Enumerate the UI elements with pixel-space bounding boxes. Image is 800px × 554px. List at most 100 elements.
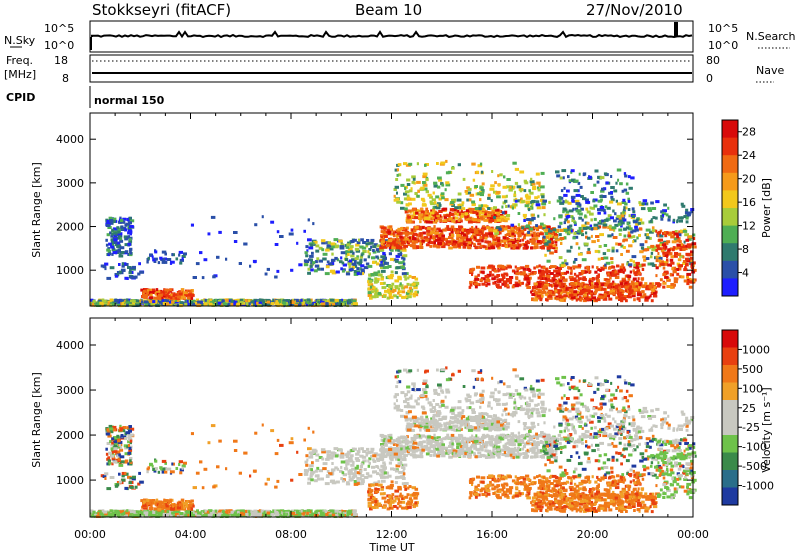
power-cell — [542, 266, 546, 270]
power-cell — [523, 243, 528, 247]
power-cell — [326, 241, 329, 245]
power-cell — [244, 299, 248, 302]
power-cell — [641, 277, 644, 281]
power-cell — [314, 264, 320, 268]
power-cell — [356, 255, 359, 259]
power-cell — [540, 193, 545, 197]
power-cell — [609, 276, 612, 280]
power-cell — [475, 225, 478, 229]
power-cell — [90, 298, 94, 302]
power-cell — [109, 266, 115, 270]
power-cell — [531, 200, 536, 203]
power-cell — [526, 193, 529, 197]
power-cell — [602, 252, 607, 256]
power-cell — [382, 230, 386, 234]
power-cell — [445, 181, 450, 185]
power-cell — [421, 236, 424, 240]
power-cell — [657, 252, 660, 255]
power-cell — [549, 227, 555, 231]
power-cell — [680, 248, 686, 251]
power-cell — [440, 237, 445, 240]
power-cell — [383, 261, 387, 265]
power-cell — [685, 259, 691, 263]
power-cell — [415, 281, 420, 285]
power-cell — [477, 216, 481, 220]
power-cell — [538, 264, 541, 268]
power-cell — [348, 300, 351, 304]
nsky-tick-bottom: 10^0 — [44, 39, 74, 52]
power-cell — [650, 299, 654, 303]
nsky-label: N.Sky — [4, 34, 36, 47]
freq-tick-top: 18 — [54, 54, 68, 67]
power-cell — [678, 264, 683, 268]
power-cell — [563, 221, 566, 225]
power-cell — [492, 211, 495, 215]
power-cell — [505, 226, 511, 230]
power-cell — [104, 262, 109, 266]
power-cell — [674, 252, 678, 255]
power-cell — [611, 233, 614, 237]
power-cell — [678, 275, 682, 279]
power-cell — [487, 207, 491, 210]
power-cell — [414, 277, 419, 281]
power-cell — [593, 204, 598, 208]
power-cell — [397, 291, 400, 295]
power-cell — [436, 227, 441, 231]
power-cell — [513, 190, 516, 194]
power-cell — [307, 271, 311, 275]
power-cell — [424, 213, 429, 217]
power-cell — [362, 250, 367, 253]
power-cell — [531, 241, 536, 245]
power-cell — [405, 291, 410, 295]
power-cell — [627, 263, 633, 267]
power-cell — [475, 212, 479, 216]
power-cell — [241, 303, 246, 307]
power-cell — [425, 210, 429, 213]
power-cell — [627, 234, 632, 238]
power-cell — [92, 299, 96, 303]
power-cell — [437, 242, 442, 245]
power-cell — [546, 240, 552, 244]
power-cell — [569, 293, 574, 297]
power-cell — [678, 233, 682, 237]
power-cell — [662, 253, 665, 257]
power-cell — [495, 226, 501, 230]
power-cell — [368, 248, 372, 251]
power-cell — [602, 297, 608, 301]
power-cell — [408, 189, 413, 193]
power-cell — [358, 238, 360, 242]
power-cell — [388, 289, 392, 293]
power-cell — [436, 162, 439, 165]
power-cell — [525, 264, 530, 268]
power-cell — [390, 270, 394, 274]
power-cell — [544, 277, 548, 281]
power-cell — [199, 251, 203, 255]
power-cell — [460, 212, 465, 216]
power-cell — [616, 202, 622, 206]
power-cell — [129, 267, 134, 271]
power-cell — [559, 291, 563, 295]
power-cell — [484, 232, 489, 236]
power-cell — [110, 234, 114, 238]
power-cell — [670, 285, 674, 289]
power-cell — [404, 190, 410, 194]
power-cell — [359, 272, 363, 276]
power-cell — [423, 236, 429, 240]
power-cell — [413, 294, 416, 298]
power-cell — [617, 269, 622, 273]
power-cell — [445, 242, 449, 246]
power-cell — [106, 276, 112, 280]
power-cell — [537, 188, 541, 192]
power-cell — [567, 266, 573, 270]
power-cell — [591, 206, 595, 210]
power-cell — [367, 264, 373, 268]
power-cell — [488, 211, 493, 215]
power-cell — [354, 257, 359, 261]
power-cell — [394, 286, 399, 290]
power-cell — [577, 189, 580, 193]
power-cell — [653, 285, 657, 289]
power-cell — [660, 249, 665, 253]
power-cell — [610, 191, 613, 194]
power-scatter — [90, 159, 697, 308]
